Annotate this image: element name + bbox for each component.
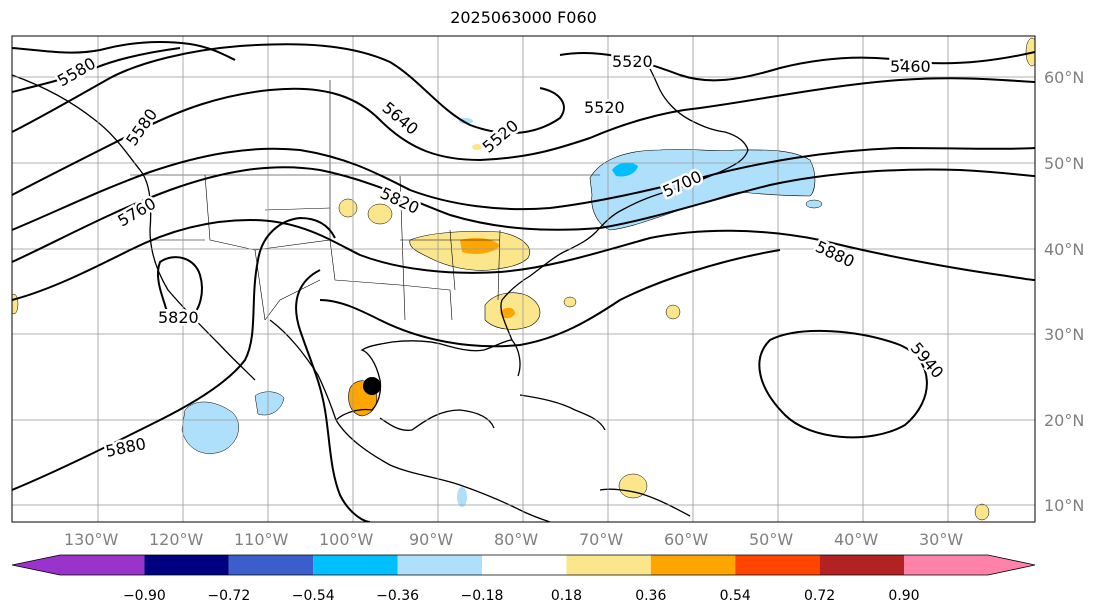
colorbar-tick-label: −0.72 — [207, 588, 250, 604]
negative-anomaly-northeast — [589, 149, 816, 231]
height-contours — [12, 41, 1035, 522]
contour-label: 5520 — [612, 52, 653, 71]
colorbar-segment — [144, 555, 229, 575]
colorbar-segment — [819, 555, 904, 575]
positive-anomaly-central-core — [460, 238, 500, 254]
colorbar-tick-label: −0.54 — [292, 588, 335, 604]
longitude-label: 130°W — [64, 530, 119, 549]
latitude-label: 20°N — [1044, 411, 1084, 430]
latitude-label: 60°N — [1044, 68, 1084, 87]
longitude-label: 60°W — [664, 530, 708, 549]
colorbar-tick-label: 0.90 — [888, 588, 919, 604]
colorbar-segment — [313, 555, 398, 575]
colorbar-segment — [482, 555, 567, 575]
contour-label: 5820 — [158, 308, 199, 327]
longitude-label: 40°W — [834, 530, 878, 549]
colorbar-tick-label: 0.54 — [720, 588, 751, 604]
colorbar-segment — [228, 555, 314, 575]
colorbar-segment — [397, 555, 482, 575]
longitude-label: 50°W — [749, 530, 793, 549]
longitude-labels: 130°W 120°W 110°W 100°W 90°W 80°W 70°W 6… — [64, 530, 963, 549]
colorbar-segment — [904, 555, 988, 575]
latitude-label: 30°N — [1044, 325, 1084, 344]
colorbar-tick-label: −0.36 — [376, 588, 419, 604]
longitude-label: 110°W — [234, 530, 289, 549]
colorbar — [11, 554, 1036, 576]
colorbar-tick-labels: −0.90 −0.72 −0.54 −0.36 −0.18 0.18 0.36 … — [123, 588, 920, 604]
longitude-label: 120°W — [149, 530, 204, 549]
colorbar-segment — [735, 555, 820, 575]
longitude-label: 80°W — [494, 530, 538, 549]
graticule — [12, 36, 1035, 522]
colorbar-segment — [566, 555, 651, 575]
latitude-label: 10°N — [1044, 496, 1084, 515]
longitude-label: 30°W — [919, 530, 963, 549]
negative-anomaly-pacific — [181, 401, 239, 454]
colorbar-extend-low — [12, 555, 60, 575]
longitude-label: 70°W — [579, 530, 623, 549]
positive-anomaly-southeast-core — [500, 307, 515, 319]
colorbar-extend-high — [988, 555, 1035, 575]
contour-label: 5520 — [584, 98, 625, 117]
coastlines — [12, 54, 749, 522]
contour-label: 5460 — [890, 57, 931, 76]
colorbar-tick-label: −0.90 — [123, 588, 166, 604]
latitude-labels: 60°N 50°N 40°N 30°N 20°N 10°N — [1044, 68, 1084, 515]
shaded-fields — [12, 37, 1035, 521]
storm-center-marker — [363, 377, 381, 395]
colorbar-tick-label: 0.18 — [551, 588, 582, 604]
map-background — [12, 36, 1035, 522]
negative-anomaly-core — [612, 162, 638, 177]
map-title: 2025063000 F060 — [450, 8, 597, 27]
colorbar-segment — [60, 555, 145, 575]
longitude-label: 90°W — [409, 530, 453, 549]
colorbar-tick-label: 0.72 — [804, 588, 835, 604]
longitude-label: 100°W — [319, 530, 374, 549]
map-frame — [11, 35, 1036, 523]
colorbar-tick-label: 0.36 — [635, 588, 666, 604]
latitude-label: 40°N — [1044, 240, 1084, 259]
colorbar-segment — [650, 555, 736, 575]
latitude-label: 50°N — [1044, 154, 1084, 173]
colorbar-tick-label: −0.18 — [461, 588, 504, 604]
